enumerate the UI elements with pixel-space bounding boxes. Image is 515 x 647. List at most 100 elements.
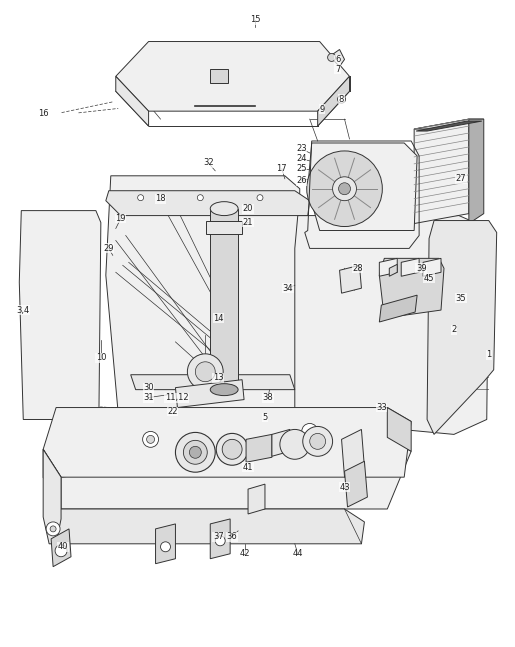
Circle shape	[280, 430, 310, 459]
Circle shape	[215, 536, 225, 546]
Text: 15: 15	[250, 15, 260, 24]
Circle shape	[46, 522, 60, 536]
Polygon shape	[176, 380, 244, 408]
Text: 16: 16	[38, 109, 48, 118]
Text: 1: 1	[486, 350, 491, 359]
Text: 7: 7	[335, 65, 340, 74]
Ellipse shape	[210, 202, 238, 215]
Text: 3,4: 3,4	[16, 305, 30, 314]
Circle shape	[257, 195, 263, 201]
Polygon shape	[210, 208, 238, 389]
Circle shape	[138, 195, 144, 201]
Circle shape	[161, 542, 170, 552]
Circle shape	[187, 354, 223, 389]
Ellipse shape	[210, 384, 238, 395]
Polygon shape	[210, 69, 228, 83]
Polygon shape	[43, 449, 61, 544]
Circle shape	[195, 362, 215, 382]
Polygon shape	[389, 265, 397, 276]
Text: 28: 28	[352, 264, 363, 273]
Text: 32: 32	[203, 159, 214, 168]
Polygon shape	[131, 375, 295, 389]
Text: 22: 22	[167, 407, 178, 416]
Polygon shape	[156, 524, 176, 564]
Circle shape	[216, 433, 248, 465]
Polygon shape	[416, 121, 482, 131]
Text: 13: 13	[213, 373, 224, 382]
Polygon shape	[116, 41, 350, 111]
Text: 25: 25	[297, 164, 307, 173]
Text: 10: 10	[96, 353, 106, 362]
Polygon shape	[207, 221, 242, 234]
Circle shape	[303, 426, 333, 456]
Polygon shape	[380, 258, 444, 318]
Circle shape	[328, 54, 336, 61]
Circle shape	[310, 433, 325, 449]
Text: 43: 43	[339, 483, 350, 492]
Circle shape	[143, 432, 159, 447]
Text: 14: 14	[213, 314, 224, 323]
Text: 37: 37	[213, 532, 224, 542]
Text: 27: 27	[456, 174, 466, 183]
Circle shape	[302, 423, 318, 439]
Text: 26: 26	[297, 176, 307, 185]
Polygon shape	[345, 461, 367, 507]
Polygon shape	[330, 49, 345, 67]
Polygon shape	[469, 119, 484, 224]
Circle shape	[190, 446, 201, 458]
Circle shape	[176, 432, 215, 472]
Polygon shape	[308, 143, 417, 230]
Text: 40: 40	[58, 542, 68, 551]
Text: 31: 31	[143, 393, 154, 402]
Circle shape	[333, 177, 356, 201]
Text: 23: 23	[297, 144, 307, 153]
Polygon shape	[210, 519, 230, 559]
Circle shape	[197, 195, 203, 201]
Text: 19: 19	[115, 214, 126, 223]
Polygon shape	[401, 258, 419, 276]
Text: 24: 24	[297, 155, 307, 164]
Text: Oasis: Oasis	[178, 334, 338, 386]
Text: 17: 17	[277, 164, 287, 173]
Text: 6: 6	[335, 55, 340, 64]
Text: 36: 36	[227, 532, 237, 542]
Polygon shape	[19, 211, 101, 419]
Text: 35: 35	[456, 294, 466, 303]
Text: 18: 18	[155, 194, 166, 203]
Text: 9: 9	[319, 105, 324, 114]
Polygon shape	[341, 430, 365, 477]
Text: 34: 34	[283, 283, 293, 292]
Polygon shape	[49, 509, 365, 544]
Circle shape	[222, 439, 242, 459]
Circle shape	[337, 95, 346, 103]
Text: 39: 39	[416, 264, 426, 273]
Text: 8: 8	[339, 94, 344, 104]
Polygon shape	[423, 258, 441, 276]
Text: 2: 2	[451, 325, 457, 334]
Circle shape	[147, 435, 154, 443]
Polygon shape	[295, 215, 489, 434]
Text: 30: 30	[143, 383, 154, 392]
Text: 38: 38	[263, 393, 273, 402]
Polygon shape	[414, 119, 469, 224]
Text: 42: 42	[240, 549, 250, 558]
Text: 5: 5	[262, 413, 268, 422]
Polygon shape	[43, 408, 411, 477]
Text: 11,12: 11,12	[165, 393, 188, 402]
Text: 29: 29	[104, 244, 114, 253]
Polygon shape	[318, 76, 350, 126]
Circle shape	[183, 441, 207, 465]
Polygon shape	[43, 449, 61, 509]
Polygon shape	[272, 430, 290, 456]
Polygon shape	[51, 529, 71, 567]
Circle shape	[307, 151, 382, 226]
Circle shape	[338, 182, 351, 195]
Circle shape	[55, 545, 67, 556]
Text: 45: 45	[424, 274, 434, 283]
Polygon shape	[106, 176, 300, 419]
Polygon shape	[387, 408, 411, 452]
Polygon shape	[116, 76, 149, 126]
Text: 44: 44	[293, 549, 303, 558]
Polygon shape	[248, 484, 265, 514]
Text: 20: 20	[243, 204, 253, 213]
